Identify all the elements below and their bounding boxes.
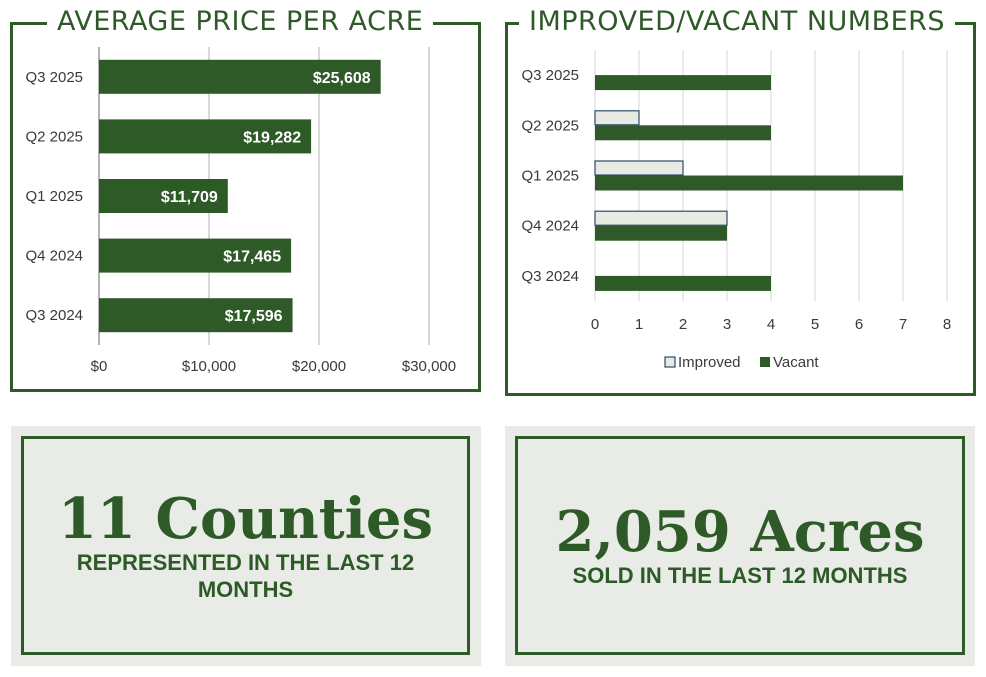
price-bar [99,179,228,213]
vacant-bar [595,275,771,291]
price-bar [99,59,381,94]
price-x-tick-label: $10,000 [182,358,236,375]
price-category-label: Q3 2025 [25,69,83,86]
counts-x-tick-label: 5 [811,316,819,333]
price-category-label: Q2 2025 [25,128,83,145]
counts-x-tick-label: 7 [899,316,907,333]
counts-x-tick-label: 1 [635,316,643,333]
price-category-label: Q1 2025 [25,188,83,205]
counties-stat-frame: 11 Counties REPRESENTED IN THE LAST 12 M… [21,436,470,655]
price-data-label: $11,709 [161,189,218,206]
counts-category-label: Q4 2024 [521,218,579,235]
price-chart-title: AVERAGE PRICE PER ACRE [47,5,434,39]
counts-category-label: Q3 2025 [521,67,579,84]
price-data-label: $17,596 [225,308,283,325]
price-category-label: Q3 2024 [25,307,83,324]
counts-category-label: Q3 2024 [521,268,579,285]
price-x-tick-label: $20,000 [292,358,346,375]
legend-vacant-label: Vacant [773,354,819,371]
counts-x-tick-label: 3 [723,316,731,333]
price-data-label: $17,465 [223,249,281,266]
counties-stat-card: 11 Counties REPRESENTED IN THE LAST 12 M… [11,426,481,666]
price-bar [99,238,292,273]
vacant-bar [595,125,771,141]
legend-improved-label: Improved [678,354,741,371]
vacant-bar [595,75,771,91]
improved-bar [594,210,728,226]
price-data-label: $25,608 [313,70,371,87]
counts-category-label: Q2 2025 [521,117,579,134]
price-bar [99,298,293,333]
vacant-bar [595,225,727,241]
counts-x-tick-label: 6 [855,316,863,333]
acres-stat-card: 2,059 Acres SOLD IN THE LAST 12 MONTHS [505,426,975,666]
price-data-label: $19,282 [243,129,301,146]
price-x-tick-label: $30,000 [402,358,456,375]
improved-bar [594,110,640,126]
counts-x-tick-label: 0 [591,316,599,333]
counts-chart-title: IMPROVED/VACANT NUMBERS [519,5,956,39]
vacant-bar [595,175,903,191]
price-x-tick-label: $0 [91,358,108,375]
counties-stat-caption: REPRESENTED IN THE LAST 12 MONTHS [76,549,415,602]
legend-vacant-swatch [760,357,770,367]
price-bar [99,119,312,154]
acres-stat-value: 2,059 Acres [555,499,925,565]
counties-stat-value: 11 Counties [57,485,434,552]
counts-x-tick-label: 2 [679,316,687,333]
legend-improved-swatch [664,356,676,368]
acres-stat-frame: 2,059 Acres SOLD IN THE LAST 12 MONTHS [515,436,965,655]
price-category-label: Q4 2024 [25,248,83,265]
counts-x-tick-label: 8 [943,316,951,333]
improved-bar [594,160,684,176]
acres-stat-caption: SOLD IN THE LAST 12 MONTHS [572,563,908,588]
counts-category-label: Q1 2025 [521,168,579,185]
counts-x-tick-label: 4 [767,316,775,333]
